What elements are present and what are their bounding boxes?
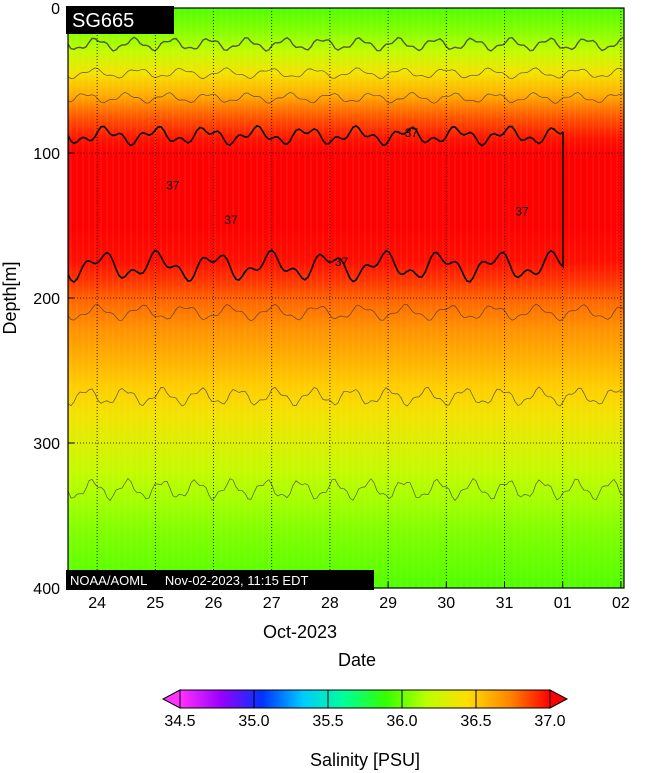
colorbar-tick-label: 35.0 [238,713,269,730]
contour-line [68,92,624,104]
contour-line [68,477,624,502]
colorbar-tick-label: 34.5 [164,713,195,730]
colorbar-tick-label: 36.0 [386,713,417,730]
colorbar-high-arrow [549,689,569,709]
y-tick-label: 100 [33,146,60,163]
colorbar-tick-label: 36.5 [460,713,491,730]
contour-labels: 37 37 37 37 37 [166,126,529,269]
x-tick-label: 28 [321,595,339,612]
x-tick-label: 24 [88,595,106,612]
x-tick-label: 27 [263,595,281,612]
contour-label: 37 [335,255,349,269]
y-tick-label: 300 [33,436,60,453]
x-tick-label: 02 [612,595,630,612]
salinity-field [68,8,624,588]
colorbar-tick-label: 35.5 [312,713,343,730]
contour-label: 37 [166,178,180,192]
colorbar-label: Salinity [PSU] [310,750,420,770]
x-axis-month-label: Oct-2023 [263,622,337,642]
x-tick-label: 26 [205,595,223,612]
contour-line [68,67,624,80]
contour-lines [68,36,624,502]
contour-line [68,386,624,407]
x-tick-label: 01 [554,595,572,612]
y-axis: 0 100 200 300 400 [33,1,74,598]
y-tick-label: 200 [33,291,60,308]
contour-label: 37 [224,213,238,227]
x-tick-label: 29 [379,595,397,612]
x-tick-label: 31 [496,595,514,612]
footer-text: NOAA/AOML Nov-02-2023, 11:15 EDT [70,573,308,588]
colorbar: 34.5 35.0 35.5 36.0 36.5 37.0 Salinity [PSU] [161,689,569,770]
contour-line [68,36,624,52]
y-tick-label: 0 [51,1,60,18]
contour-line [68,303,624,322]
heatmap [68,8,624,588]
colorbar-low-arrow [161,689,181,709]
contour-label: 37 [515,204,529,218]
colorbar-tick-label: 37.0 [534,713,565,730]
colorbar-body [179,689,551,709]
colorbar-ticks: 34.5 35.0 35.5 36.0 36.5 37.0 [164,690,566,730]
x-tick-label: 30 [437,595,455,612]
x-axis: 24 25 26 27 28 29 30 31 01 02 [88,582,630,612]
contour-label: 37 [405,126,419,140]
chart-title: SG665 [72,10,134,32]
y-axis-label: Depth[m] [0,261,20,334]
y-tick-label: 400 [33,581,60,598]
footer-badge [66,570,374,590]
x-tick-label: 25 [146,595,164,612]
grid-lines [68,8,624,588]
x-axis-label: Date [338,650,376,670]
title-badge [66,6,174,34]
